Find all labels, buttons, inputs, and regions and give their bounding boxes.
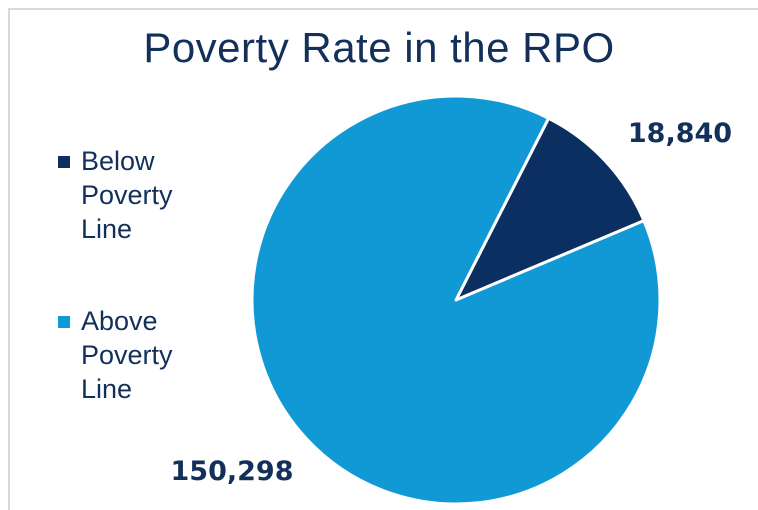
pie-slices (250, 94, 662, 506)
chart-title: Poverty Rate in the RPO (143, 24, 615, 71)
legend-swatch-below-poverty (58, 156, 70, 168)
chart-frame (8, 8, 758, 510)
legend-item-above-poverty: Above Poverty Line (56, 304, 206, 406)
legend-item-below-poverty: Below Poverty Line (56, 144, 206, 246)
legend-label-above-poverty: Above Poverty Line (81, 306, 173, 404)
legend-label-below-poverty: Below Poverty Line (81, 146, 173, 244)
data-label-above-poverty: 150,298 (171, 456, 294, 487)
data-label-below-poverty: 18,840 (628, 118, 732, 149)
legend: Below Poverty Line Above Poverty Line (56, 144, 206, 406)
legend-swatch-above-poverty (58, 316, 70, 328)
pie-slice-below-poverty (454, 116, 646, 302)
pie-slice-above-poverty (250, 94, 662, 506)
